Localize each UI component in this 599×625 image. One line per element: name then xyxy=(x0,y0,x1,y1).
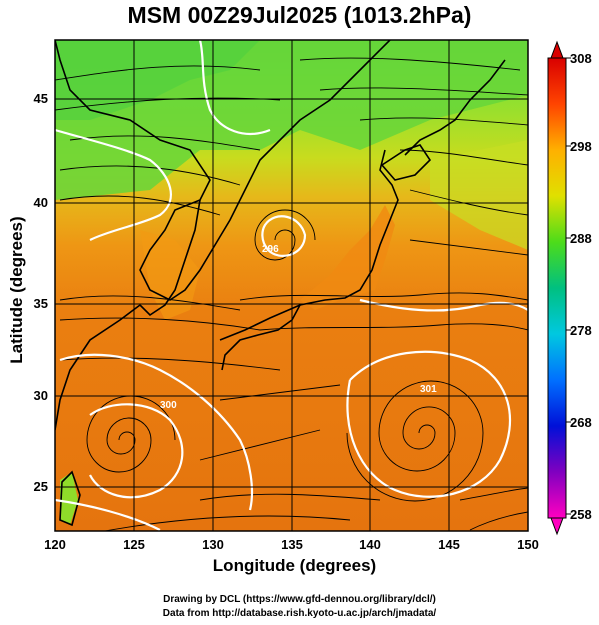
x-axis-ticks xyxy=(54,524,529,531)
x-tick-label: 130 xyxy=(202,537,224,552)
graticule xyxy=(55,40,528,531)
y-tick-label: 45 xyxy=(34,91,48,106)
coastlines xyxy=(55,40,506,527)
x-axis-label-text: Longitude (degrees) xyxy=(212,556,377,575)
colorbar-tick-label: 268 xyxy=(570,415,592,430)
x-tick-label: 150 xyxy=(517,537,539,552)
x-tick-label: 145 xyxy=(438,537,460,552)
x-tick-label: 125 xyxy=(123,537,145,552)
x-axis-label: Longitude (degrees) xyxy=(0,556,599,576)
colorbar-bottom-arrow xyxy=(550,517,564,536)
colorbar-tick-label: 278 xyxy=(570,323,592,338)
y-tick-label: 30 xyxy=(34,388,48,403)
colorbar-top-arrow xyxy=(550,40,564,59)
y-tick-label: 25 xyxy=(34,479,48,494)
colorbar-tick-label: 298 xyxy=(570,139,592,154)
contour-label: 301 xyxy=(420,384,437,395)
x-tick-labels: 120 125 130 135 140 145 150 xyxy=(44,537,539,552)
wind-streamlines xyxy=(55,57,528,531)
y-axis-label: Latitude (degrees) xyxy=(7,216,26,364)
credit-data-source: Data from http://database.rish.kyoto-u.a… xyxy=(162,608,437,619)
credit-dcl: Drawing by DCL (https://www.gfd-dennou.o… xyxy=(163,594,436,605)
colorbar: 308 298 288 278 268 258 xyxy=(547,40,592,536)
contour-labels: 296 300 301 xyxy=(160,244,437,411)
colorbar-tick-label: 288 xyxy=(570,231,592,246)
y-tick-labels: 25 30 35 40 45 xyxy=(34,91,48,494)
y-tick-label: 40 xyxy=(34,195,48,210)
x-tick-label: 140 xyxy=(359,537,381,552)
temperature-contours xyxy=(55,40,528,531)
contour-label: 296 xyxy=(262,244,279,255)
colorbar-tick-label: 258 xyxy=(570,507,592,522)
colorbar-tick-label: 308 xyxy=(570,51,592,66)
map-title: MSM 00Z29Jul2025 (1013.2hPa) xyxy=(127,2,472,28)
colorbar-scale xyxy=(547,57,567,519)
x-tick-label: 120 xyxy=(44,537,66,552)
contour-label: 300 xyxy=(160,400,177,411)
y-tick-label: 35 xyxy=(34,296,48,311)
x-tick-label: 135 xyxy=(281,537,303,552)
